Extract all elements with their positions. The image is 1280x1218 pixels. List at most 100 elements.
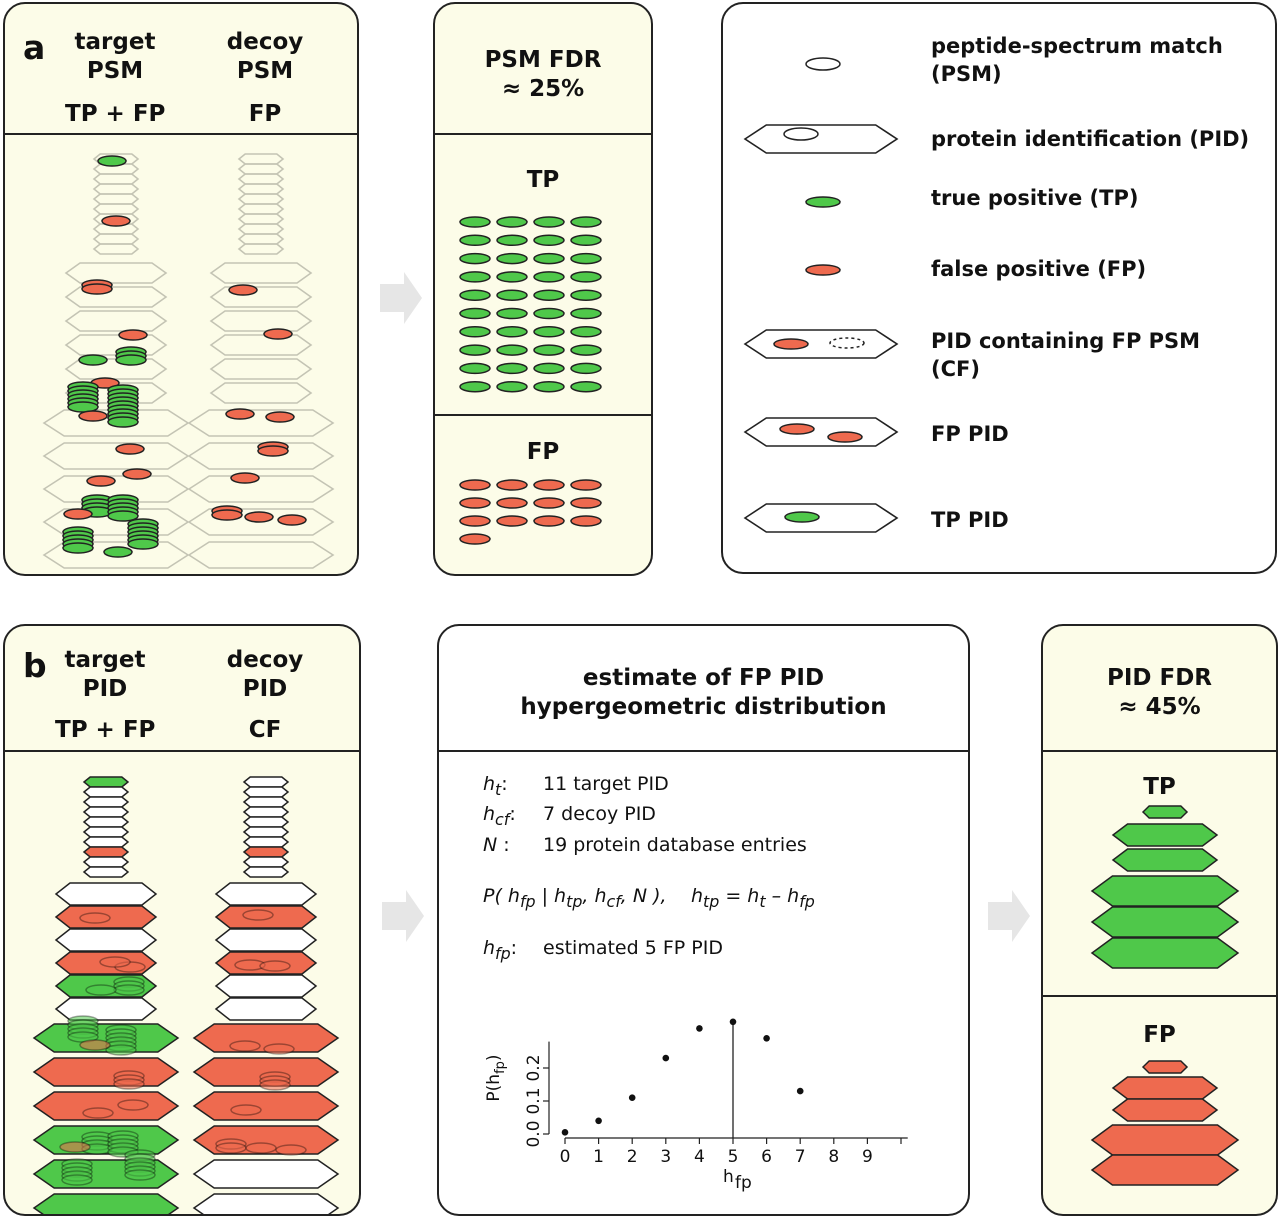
faded-psm-ellipse (259, 1079, 291, 1091)
legend-item-psm: peptide-spectrum match (PSM) (931, 34, 1223, 86)
psm-pid-hexagon-outline (64, 334, 168, 356)
tp-psm-ellipse (570, 252, 602, 265)
decoy-pid-hexagon (214, 882, 318, 906)
tp-psm-ellipse (496, 271, 528, 283)
tp-psm-ellipse (496, 344, 528, 356)
faded-psm-ellipse (79, 912, 111, 924)
x-tick-label: 6 (761, 1147, 772, 1167)
panel-b-pid-stacks: b target PID TP + FP decoy PID CF (3, 624, 361, 1216)
tp-psm-ellipse (533, 362, 565, 375)
legend-panel: peptide-spectrum match (PSM) protein iden… (721, 2, 1277, 574)
target-pid-hexagon (82, 806, 130, 818)
faded-psm-ellipse (113, 984, 145, 996)
target-pid-hexagon (32, 1057, 180, 1087)
tp-psm-ellipse (496, 289, 528, 301)
psm-ellipse (63, 508, 93, 520)
psm-ellipse (225, 408, 255, 420)
psm-pid-hexagon-outline (64, 262, 168, 284)
fp-legend-icon (805, 264, 841, 276)
legend-item-tp-pid: TP PID (931, 508, 1009, 532)
fp-psm-ellipse (533, 497, 565, 509)
psm-ellipse (122, 468, 152, 480)
psm-ellipse (211, 509, 243, 521)
tp-psm-ellipse (533, 380, 565, 393)
x-tick-label: 8 (828, 1147, 839, 1167)
tp-psm-ellipse (496, 252, 528, 265)
decoy-pid-hexagon (242, 776, 290, 788)
target-pid-hexagon (32, 1091, 180, 1121)
pid-fp-label: FP (1143, 1022, 1176, 1048)
faded-psm-ellipse (61, 1174, 93, 1186)
faded-psm-ellipse (242, 909, 274, 921)
psm-ellipse (86, 475, 116, 487)
target-pid-hexagon (82, 786, 130, 798)
psm-ellipse (97, 155, 127, 167)
psm-ellipse (257, 445, 289, 457)
faded-psm-ellipse (263, 1043, 295, 1055)
tp-psm-icon (784, 511, 820, 523)
decoy-psm-heading: decoy PSM (226, 29, 304, 84)
tp-psm-ellipse (570, 326, 602, 338)
psm-ellipse (107, 416, 139, 428)
fp-psm-icon (779, 423, 815, 435)
fp-pid-hexagon (1141, 1060, 1189, 1074)
x-axis-label-subscript: fp (735, 1173, 752, 1193)
psm-fdr-panel: PSM FDR ≈ 25% TP FP (433, 2, 653, 576)
psm-ellipse (263, 328, 293, 340)
legend-item-cf: PID containing FP PSM (CF) (931, 329, 1201, 381)
decoy-pid-hexagon (242, 796, 290, 808)
arrow-right-icon (380, 272, 422, 324)
faded-psm-ellipse (230, 1104, 262, 1116)
psm-ellipse (277, 514, 307, 526)
x-tick-label: 4 (694, 1147, 705, 1167)
decoy-pid-heading: decoy PID (226, 647, 304, 702)
psm-pid-hexagon-outline (64, 310, 168, 332)
tp-pid-hexagon (1111, 848, 1219, 872)
pid-stacks-drawing (32, 776, 340, 1214)
psm-pid-hexagon-outline (237, 153, 285, 165)
tp-psm-ellipse (496, 216, 528, 228)
ht-symbol: ht: (483, 773, 508, 799)
psm-ellipse (62, 542, 94, 554)
psm-ellipse (230, 472, 260, 484)
x-tick-label: 3 (660, 1147, 671, 1167)
target-pid-hexagon (82, 866, 130, 878)
fp-psm-ellipse (459, 497, 491, 509)
legend-item-fp-pid: FP PID (931, 422, 1009, 446)
faded-psm-ellipse (105, 1044, 137, 1056)
tp-psm-ellipse (533, 307, 565, 320)
hypergeometric-chart: 0 1 2 3 4 5 6 7 8 9 0.0 0.1 0.2 h fp P(hfp) (484, 1018, 908, 1193)
tp-psm-ellipse (570, 362, 602, 375)
psm-pid-hexagon-outline (237, 163, 285, 175)
psm-pid-hexagon-outline (237, 243, 285, 255)
target-pid-hexagon (54, 997, 158, 1021)
psm-pid-hexagon-outline (92, 243, 140, 255)
tp-psm-ellipse (459, 326, 491, 338)
psm-ellipse (78, 410, 108, 422)
legend-item-pid: protein identification (PID) (931, 127, 1250, 151)
y-tick-label: 0.2 (524, 1054, 544, 1081)
tp-psm-ellipse (459, 271, 491, 283)
tp-psm-ellipse (459, 344, 491, 356)
panel-a-psm-stacks: a target PSM TP + FP decoy PSM FP (3, 2, 359, 576)
decoy-psm-subheading: FP (248, 101, 282, 127)
cf-legend-icon (743, 329, 899, 359)
psm-pid-hexagon-outline (187, 541, 335, 569)
psm-pid-hexagon-outline (92, 203, 140, 215)
data-point (561, 1129, 569, 1136)
tp-psm-ellipse (459, 252, 491, 265)
y-tick-label: 0.0 (524, 1120, 544, 1147)
psm-ellipse (103, 546, 133, 558)
fp-psm-icon (773, 338, 809, 350)
fp-pid-hexagon (1090, 1124, 1240, 1156)
htp-definition: htp = ht – hfp (691, 885, 815, 911)
faded-psm-ellipse (99, 956, 131, 968)
psm-pid-hexagon-outline (237, 213, 285, 225)
pid-legend-icon (743, 124, 899, 154)
psm-pid-hexagon-outline (187, 409, 335, 437)
fp-psm-ellipse (459, 479, 491, 491)
tp-psm-ellipse (533, 344, 565, 356)
psm-fdr-title: PSM FDR ≈ 25% (484, 47, 602, 102)
tp-psm-ellipse (570, 289, 602, 301)
hfp-symbol: hfp: (483, 937, 518, 963)
